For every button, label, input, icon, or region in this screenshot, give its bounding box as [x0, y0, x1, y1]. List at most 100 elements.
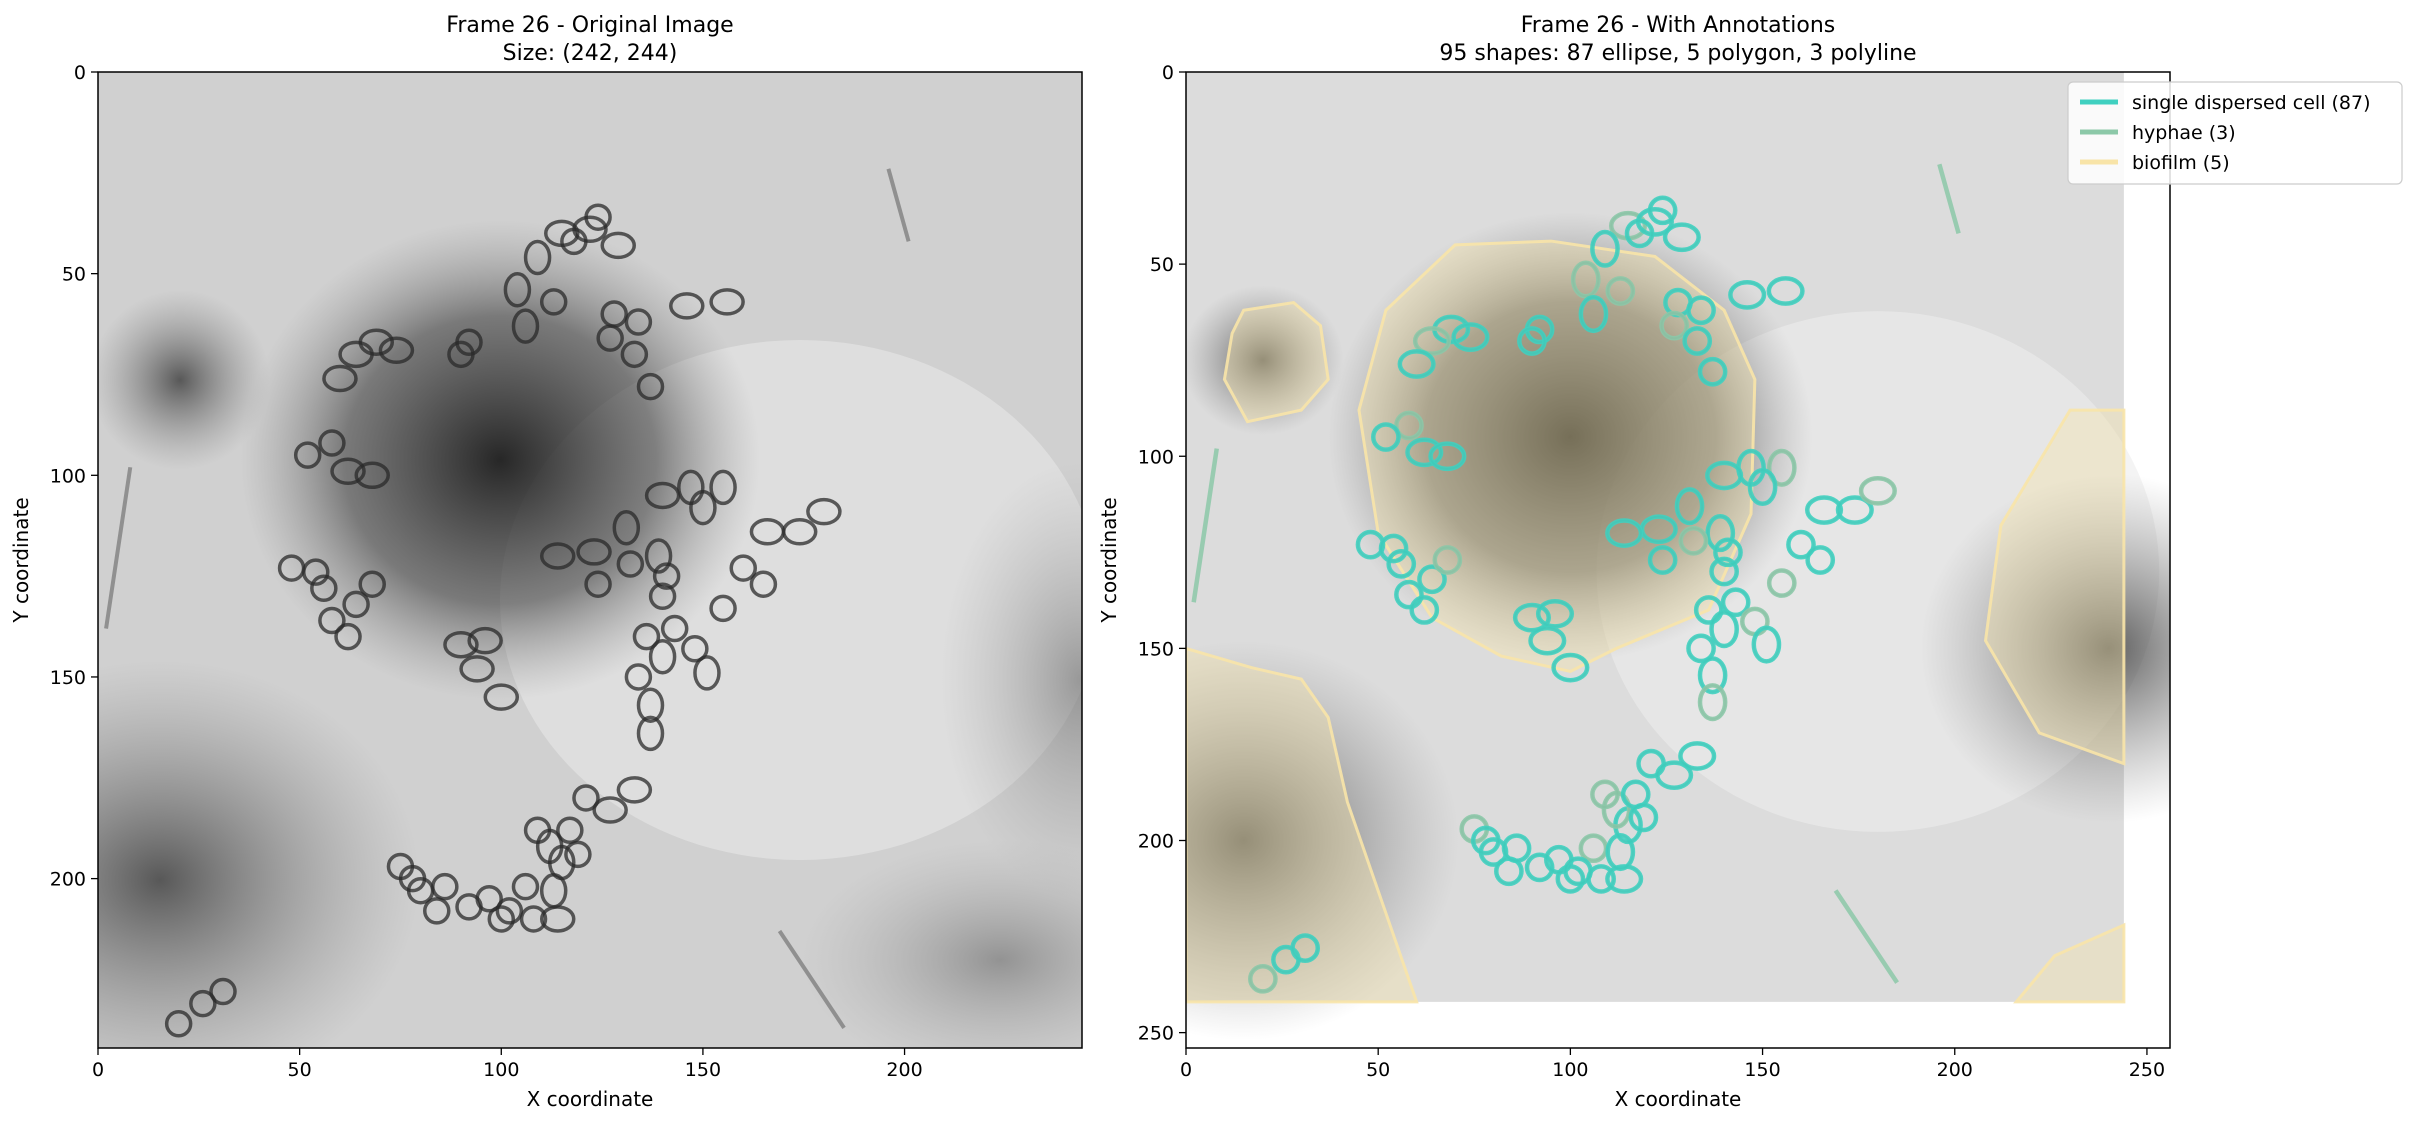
cell-ellipse: [1655, 760, 1694, 791]
cell-dark: [781, 518, 818, 546]
left-y-tick-label: 0: [74, 62, 86, 84]
image-dark-region: [1186, 640, 1459, 1041]
cell-ellipse: [1378, 533, 1409, 564]
cell-ellipse: [1412, 326, 1452, 356]
cell-dark: [189, 989, 217, 1018]
cell-dark: [636, 687, 665, 723]
cell-dark: [487, 905, 516, 933]
left-y-ticks: 0 50 100 150 200: [50, 62, 98, 891]
cell-ellipse: [1662, 222, 1701, 253]
cell-ellipse: [1678, 525, 1709, 556]
hyphae-polyline: [1191, 448, 1219, 603]
cell-ellipse: [1766, 568, 1797, 598]
right-x-tick-label: 200: [1937, 1059, 1973, 1081]
cell-dark: [648, 639, 677, 675]
cell-ellipse: [1686, 633, 1716, 664]
cell-dark: [511, 872, 540, 901]
cell-dark: [584, 570, 612, 598]
cell-ellipse: [1697, 356, 1728, 387]
right-x-tick-label: 0: [1180, 1059, 1192, 1081]
cell-ellipse: [1647, 195, 1678, 226]
cell-ellipse: [1751, 625, 1782, 664]
cell-dark: [693, 655, 721, 691]
cell-dark: [632, 622, 661, 651]
cell-dark: [616, 550, 645, 578]
cell-ellipse: [1624, 218, 1655, 249]
cell-ellipse: [1394, 579, 1424, 610]
cell-ellipse: [1674, 487, 1705, 526]
left-x-tick-label: 100: [483, 1059, 519, 1081]
cell-ellipse: [1697, 683, 1728, 722]
cell-dark: [523, 816, 552, 844]
cell-ellipse: [1693, 595, 1724, 625]
cell-ellipse: [1417, 564, 1447, 595]
hyphae-polyline: [1833, 889, 1899, 984]
cell-dark: [519, 905, 548, 933]
cell-ellipse: [1709, 610, 1739, 649]
cell-dark: [423, 897, 451, 925]
cell-dark: [806, 497, 842, 526]
cell-ellipse: [1409, 595, 1440, 625]
cell-ellipse: [1535, 598, 1575, 629]
right-panel: Frame 26 - With Annotations 95 shapes: 8…: [1097, 13, 2403, 1111]
cell-ellipse: [1528, 625, 1567, 656]
cell-dark: [616, 776, 653, 804]
cell-ellipse: [1578, 295, 1609, 334]
cell-dark: [511, 308, 540, 344]
cell-ellipse: [1766, 448, 1797, 487]
cell-dark: [560, 227, 588, 256]
left-y-tick-label: 200: [50, 869, 86, 891]
cell-dark: [709, 594, 737, 623]
right-y-ticks: 0 50 100 150 200 250: [1138, 62, 1186, 1045]
right-x-tick-label: 150: [1744, 1059, 1780, 1081]
cell-ellipse: [1805, 495, 1844, 525]
cell-ellipse: [1709, 556, 1739, 587]
cell-dark: [636, 715, 665, 752]
cell-ellipse: [1747, 467, 1778, 507]
cell-ellipse: [1705, 514, 1736, 553]
cell-dark: [398, 864, 427, 893]
hypha-dark: [104, 466, 133, 629]
left-title-line2: Size: (242, 244): [503, 41, 678, 66]
cell-ellipse: [1720, 587, 1751, 618]
cell-dark: [330, 457, 366, 486]
cell-ellipse: [1682, 326, 1713, 356]
cell-dark: [644, 538, 673, 574]
cell-ellipse: [1432, 545, 1463, 575]
cell-dark: [648, 582, 677, 611]
right-y-tick-label: 150: [1138, 638, 1174, 660]
cell-dark: [652, 562, 681, 590]
cell-dark: [293, 441, 322, 469]
cell-ellipse: [1628, 802, 1659, 833]
image-dark-region: [1186, 285, 1344, 436]
left-y-tick-label: 100: [50, 465, 86, 487]
cell-dark: [483, 683, 520, 711]
cell-dark: [592, 796, 628, 824]
cell-ellipse: [1605, 518, 1644, 548]
cell-ellipse: [1470, 825, 1501, 856]
cell-ellipse: [1705, 460, 1744, 491]
right-annotated-image: [1186, 72, 2170, 1048]
legend-box: [2067, 81, 2403, 185]
left-x-tick-label: 150: [685, 1059, 721, 1081]
biofilm-polygon: [1222, 300, 1330, 424]
biofilm-polygon: [1983, 408, 2126, 766]
hyphae-polyline: [1937, 163, 1961, 234]
cell-dark: [681, 634, 709, 663]
cell-dark: [620, 340, 649, 369]
cell-ellipse: [1659, 310, 1690, 341]
cell-dark: [660, 614, 689, 643]
cell-dark: [503, 272, 532, 308]
cell-ellipse: [1512, 602, 1551, 633]
legend-label-hyphae: hyphae (3): [2132, 122, 2236, 144]
right-title-line2: 95 shapes: 87 ellipse, 5 polygon, 3 poly…: [1439, 41, 1916, 66]
cell-ellipses: [1248, 195, 1897, 994]
right-y-axis-label: Y coordinate: [1097, 497, 1121, 623]
left-x-axis-label: X coordinate: [527, 1087, 654, 1111]
cell-ellipse: [1728, 280, 1767, 310]
left-panel: Frame 26 - Original Image Size: (242, 24…: [9, 13, 1083, 1111]
legend-label-cell: single dispersed cell (87): [2132, 92, 2371, 114]
cell-ellipse: [1290, 933, 1321, 963]
left-y-axis-label: Y coordinate: [9, 497, 33, 623]
cell-dark: [342, 590, 370, 619]
